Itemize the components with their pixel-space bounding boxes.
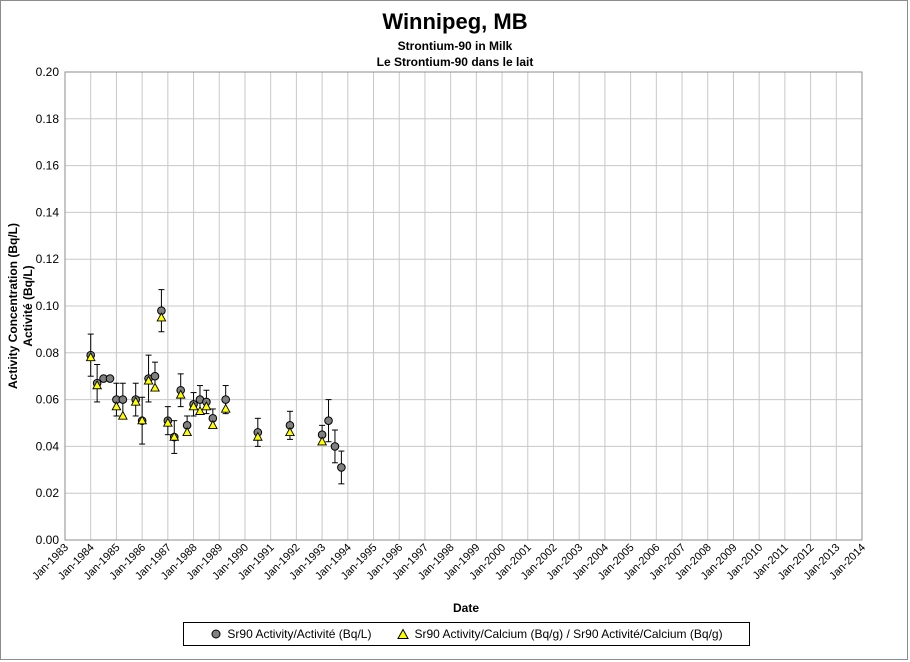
data-point-activity — [221, 395, 230, 404]
legend-entry-calcium: Sr90 Activity/Calcium (Bq/g) / Sr90 Acti… — [397, 627, 723, 641]
error-bars — [87, 289, 345, 485]
y-axis-ticks: 0.00 0.02 0.04 0.06 0.08 0.10 0.12 0.14 0.16 0.18… — [36, 65, 60, 547]
data-point-calcium — [156, 312, 167, 322]
data-point-activity — [118, 395, 128, 404]
x-axis-ticks: Jan-1983Jan-1984Jan-1985Jan-1986Jan-1987… — [30, 542, 868, 583]
y-tick-label: 0.08 — [36, 346, 60, 360]
y-tick-label: 0.10 — [36, 299, 60, 313]
triangle-marker-icon — [397, 628, 410, 639]
legend: Sr90 Activity/Activité (Bq/L) Sr90 Activ… — [183, 622, 750, 646]
y-tick-label: 0.20 — [36, 65, 60, 79]
data-point-calcium — [169, 431, 180, 441]
legend-label-calcium: Sr90 Activity/Calcium (Bq/g) / Sr90 Acti… — [414, 627, 723, 641]
series-sr90-calcium — [85, 312, 328, 446]
data-point-activity — [337, 463, 346, 472]
legend-entry-activity: Sr90 Activity/Activité (Bq/L) — [210, 627, 371, 641]
y-tick-label: 0.02 — [36, 486, 60, 500]
data-point-calcium — [182, 426, 193, 437]
data-point-calcium — [175, 389, 186, 399]
chart-subtitle-english: Strontium-90 in Milk — [397, 39, 513, 53]
y-axis-label-french: Activité (Bq/L) — [21, 265, 35, 346]
data-point-activity — [324, 416, 333, 425]
data-point-calcium — [111, 401, 122, 411]
y-tick-label: 0.12 — [36, 252, 60, 266]
data-point-calcium — [201, 401, 212, 411]
data-point-calcium — [317, 436, 328, 446]
y-tick-label: 0.00 — [36, 533, 60, 547]
y-tick-label: 0.18 — [36, 112, 60, 126]
data-point-calcium — [252, 431, 263, 441]
data-point-calcium — [150, 382, 160, 392]
x-axis-label: Date — [453, 601, 479, 615]
data-point-calcium — [85, 352, 96, 362]
data-point-calcium — [188, 401, 199, 411]
y-tick-label: 0.06 — [36, 393, 60, 407]
gridlines — [64, 71, 863, 541]
data-point-calcium — [137, 415, 148, 425]
y-axis-label: Activity Concentration (Bq/L) — [6, 223, 20, 389]
chart-title: Winnipeg, MB — [382, 9, 528, 34]
circle-marker-icon — [211, 629, 221, 639]
data-point-calcium — [117, 410, 128, 420]
chart-subtitle-french: Le Strontium-90 dans le lait — [376, 55, 534, 69]
data-point-calcium — [207, 419, 218, 429]
legend-label-activity: Sr90 Activity/Activité (Bq/L) — [227, 627, 372, 641]
data-point-calcium — [162, 417, 173, 427]
plot-area — [64, 71, 863, 541]
data-point-calcium — [143, 375, 154, 385]
y-tick-label: 0.04 — [36, 439, 60, 453]
data-point-calcium — [220, 403, 231, 413]
data-point-calcium — [285, 426, 295, 437]
data-point-calcium — [92, 380, 103, 390]
data-point-activity — [150, 371, 160, 381]
y-tick-label: 0.16 — [36, 159, 60, 173]
data-point-activity — [105, 374, 115, 383]
data-point-calcium — [130, 396, 141, 406]
y-tick-label: 0.14 — [36, 205, 60, 219]
data-point-activity — [330, 442, 340, 451]
data-point-calcium — [195, 405, 205, 415]
